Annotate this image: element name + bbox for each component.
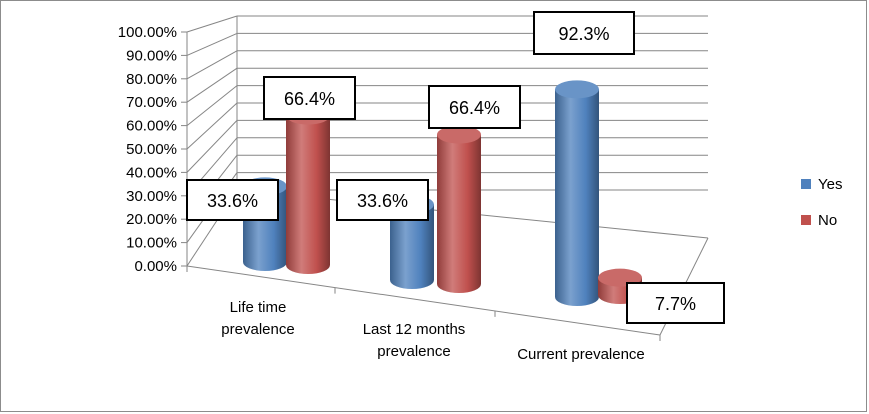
legend-swatch-yes [801, 179, 811, 189]
y-tick-label: 90.00% [126, 47, 177, 64]
x-category-label: Life time [230, 299, 287, 316]
data-label-box [263, 76, 356, 120]
data-label-box [186, 179, 279, 221]
legend-swatch-no [801, 215, 811, 225]
bar-no[interactable] [437, 134, 481, 293]
y-tick-label: 70.00% [126, 94, 177, 111]
x-axis [186, 265, 661, 336]
bar-yes[interactable] [390, 204, 434, 289]
y-tick-label: 60.00% [126, 118, 177, 135]
y-tick-label: 40.00% [126, 164, 177, 181]
y-tick-label: 30.00% [126, 188, 177, 205]
bar-top-yes [555, 80, 599, 99]
gridline-side [186, 102, 238, 150]
x-category-label: Current prevalence [517, 346, 645, 363]
gridline-side [186, 15, 238, 33]
x-category-label: Last 12 months [363, 321, 466, 338]
gridline-side [186, 67, 238, 103]
data-label: 66.4% [284, 89, 335, 109]
data-label: 92.3% [558, 24, 609, 44]
legend-label: No [818, 212, 837, 229]
gridline-side [186, 50, 238, 80]
data-label: 66.4% [449, 98, 500, 118]
data-label-box [336, 179, 429, 221]
gridline-side [186, 120, 238, 173]
gridline-side [186, 32, 238, 56]
bar-top-no [437, 125, 481, 144]
x-category-label: prevalence [377, 343, 450, 360]
y-tick-label: 100.00% [118, 24, 177, 41]
data-label-box [626, 282, 725, 324]
y-tick-label: 0.00% [134, 258, 177, 275]
y-tick-label: 50.00% [126, 141, 177, 158]
data-label: 7.7% [655, 294, 696, 314]
data-label: 33.6% [207, 191, 258, 211]
data-label-box [533, 11, 635, 55]
bar-yes[interactable] [555, 89, 599, 306]
y-tick-label: 10.00% [126, 235, 177, 252]
data-label-box [428, 85, 521, 129]
y-tick-label: 80.00% [126, 71, 177, 88]
data-label: 33.6% [357, 191, 408, 211]
bar-no[interactable] [286, 115, 330, 274]
legend-label: Yes [818, 176, 842, 193]
y-tick-label: 20.00% [126, 211, 177, 228]
gridline-side [186, 85, 238, 126]
x-category-label: prevalence [221, 321, 294, 338]
